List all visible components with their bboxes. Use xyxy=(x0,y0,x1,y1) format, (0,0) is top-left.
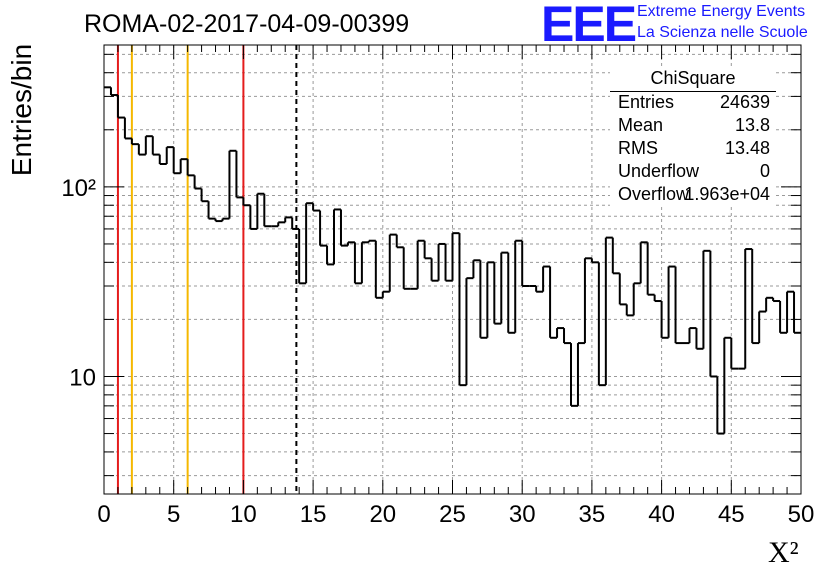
y-axis-label: Entries/bin xyxy=(6,43,37,177)
x-tick-label: 5 xyxy=(167,501,180,528)
x-tick-label: 35 xyxy=(579,501,606,528)
reference-lines xyxy=(116,45,298,494)
eee-logo-mark: EEE xyxy=(541,0,637,52)
y-tick-label: 10² xyxy=(61,175,96,202)
stat-value: 13.48 xyxy=(724,138,770,158)
logo-line-2: La Scienza nelle Scuole xyxy=(637,24,808,41)
stat-value: 0 xyxy=(759,161,770,181)
stats-title: ChiSquare xyxy=(650,68,736,88)
stat-label: Overflow xyxy=(618,184,690,204)
stat-row-entries: Entries 24639 xyxy=(610,92,770,115)
stat-label: Entries xyxy=(618,92,675,112)
histogram-series xyxy=(104,86,801,435)
x-axis-label: X² xyxy=(768,536,799,569)
stat-row-rms: RMS 13.48 xyxy=(610,138,770,161)
stat-row-overflow: Overflow 1.963e+04 xyxy=(610,184,770,207)
stat-label: Underflow xyxy=(618,161,700,181)
y-tick-labels: 10 10² xyxy=(61,175,96,392)
x-tick-label: 45 xyxy=(718,501,745,528)
stat-value: 1.963e+04 xyxy=(684,184,770,204)
stats-box: ChiSquare Entries 24639 Mean 13.8 RMS 13… xyxy=(610,68,776,206)
x-tick-labels: 0 5 10 15 20 25 30 35 40 45 50 xyxy=(97,501,814,528)
chart-title: ROMA-02-2017-04-09-00399 xyxy=(84,10,410,38)
x-tick-label: 10 xyxy=(230,501,257,528)
x-tick-label: 30 xyxy=(509,501,536,528)
logo-line-1: Extreme Energy Events xyxy=(637,3,806,20)
stat-label: Mean xyxy=(618,115,664,135)
stat-value: 13.8 xyxy=(734,115,770,135)
stat-label: RMS xyxy=(618,138,658,158)
y-tick-label: 10 xyxy=(69,364,96,391)
stat-value: 24639 xyxy=(719,92,770,112)
x-tick-label: 25 xyxy=(439,501,466,528)
stat-row-mean: Mean 13.8 xyxy=(610,115,770,138)
stats-separator xyxy=(610,91,776,92)
x-tick-label: 0 xyxy=(97,501,110,528)
x-tick-label: 50 xyxy=(788,501,815,528)
x-tick-label: 40 xyxy=(648,501,675,528)
x-tick-label: 20 xyxy=(369,501,396,528)
plot-frame xyxy=(103,44,802,495)
stat-row-underflow: Underflow 0 xyxy=(610,161,770,184)
x-tick-label: 15 xyxy=(300,501,327,528)
